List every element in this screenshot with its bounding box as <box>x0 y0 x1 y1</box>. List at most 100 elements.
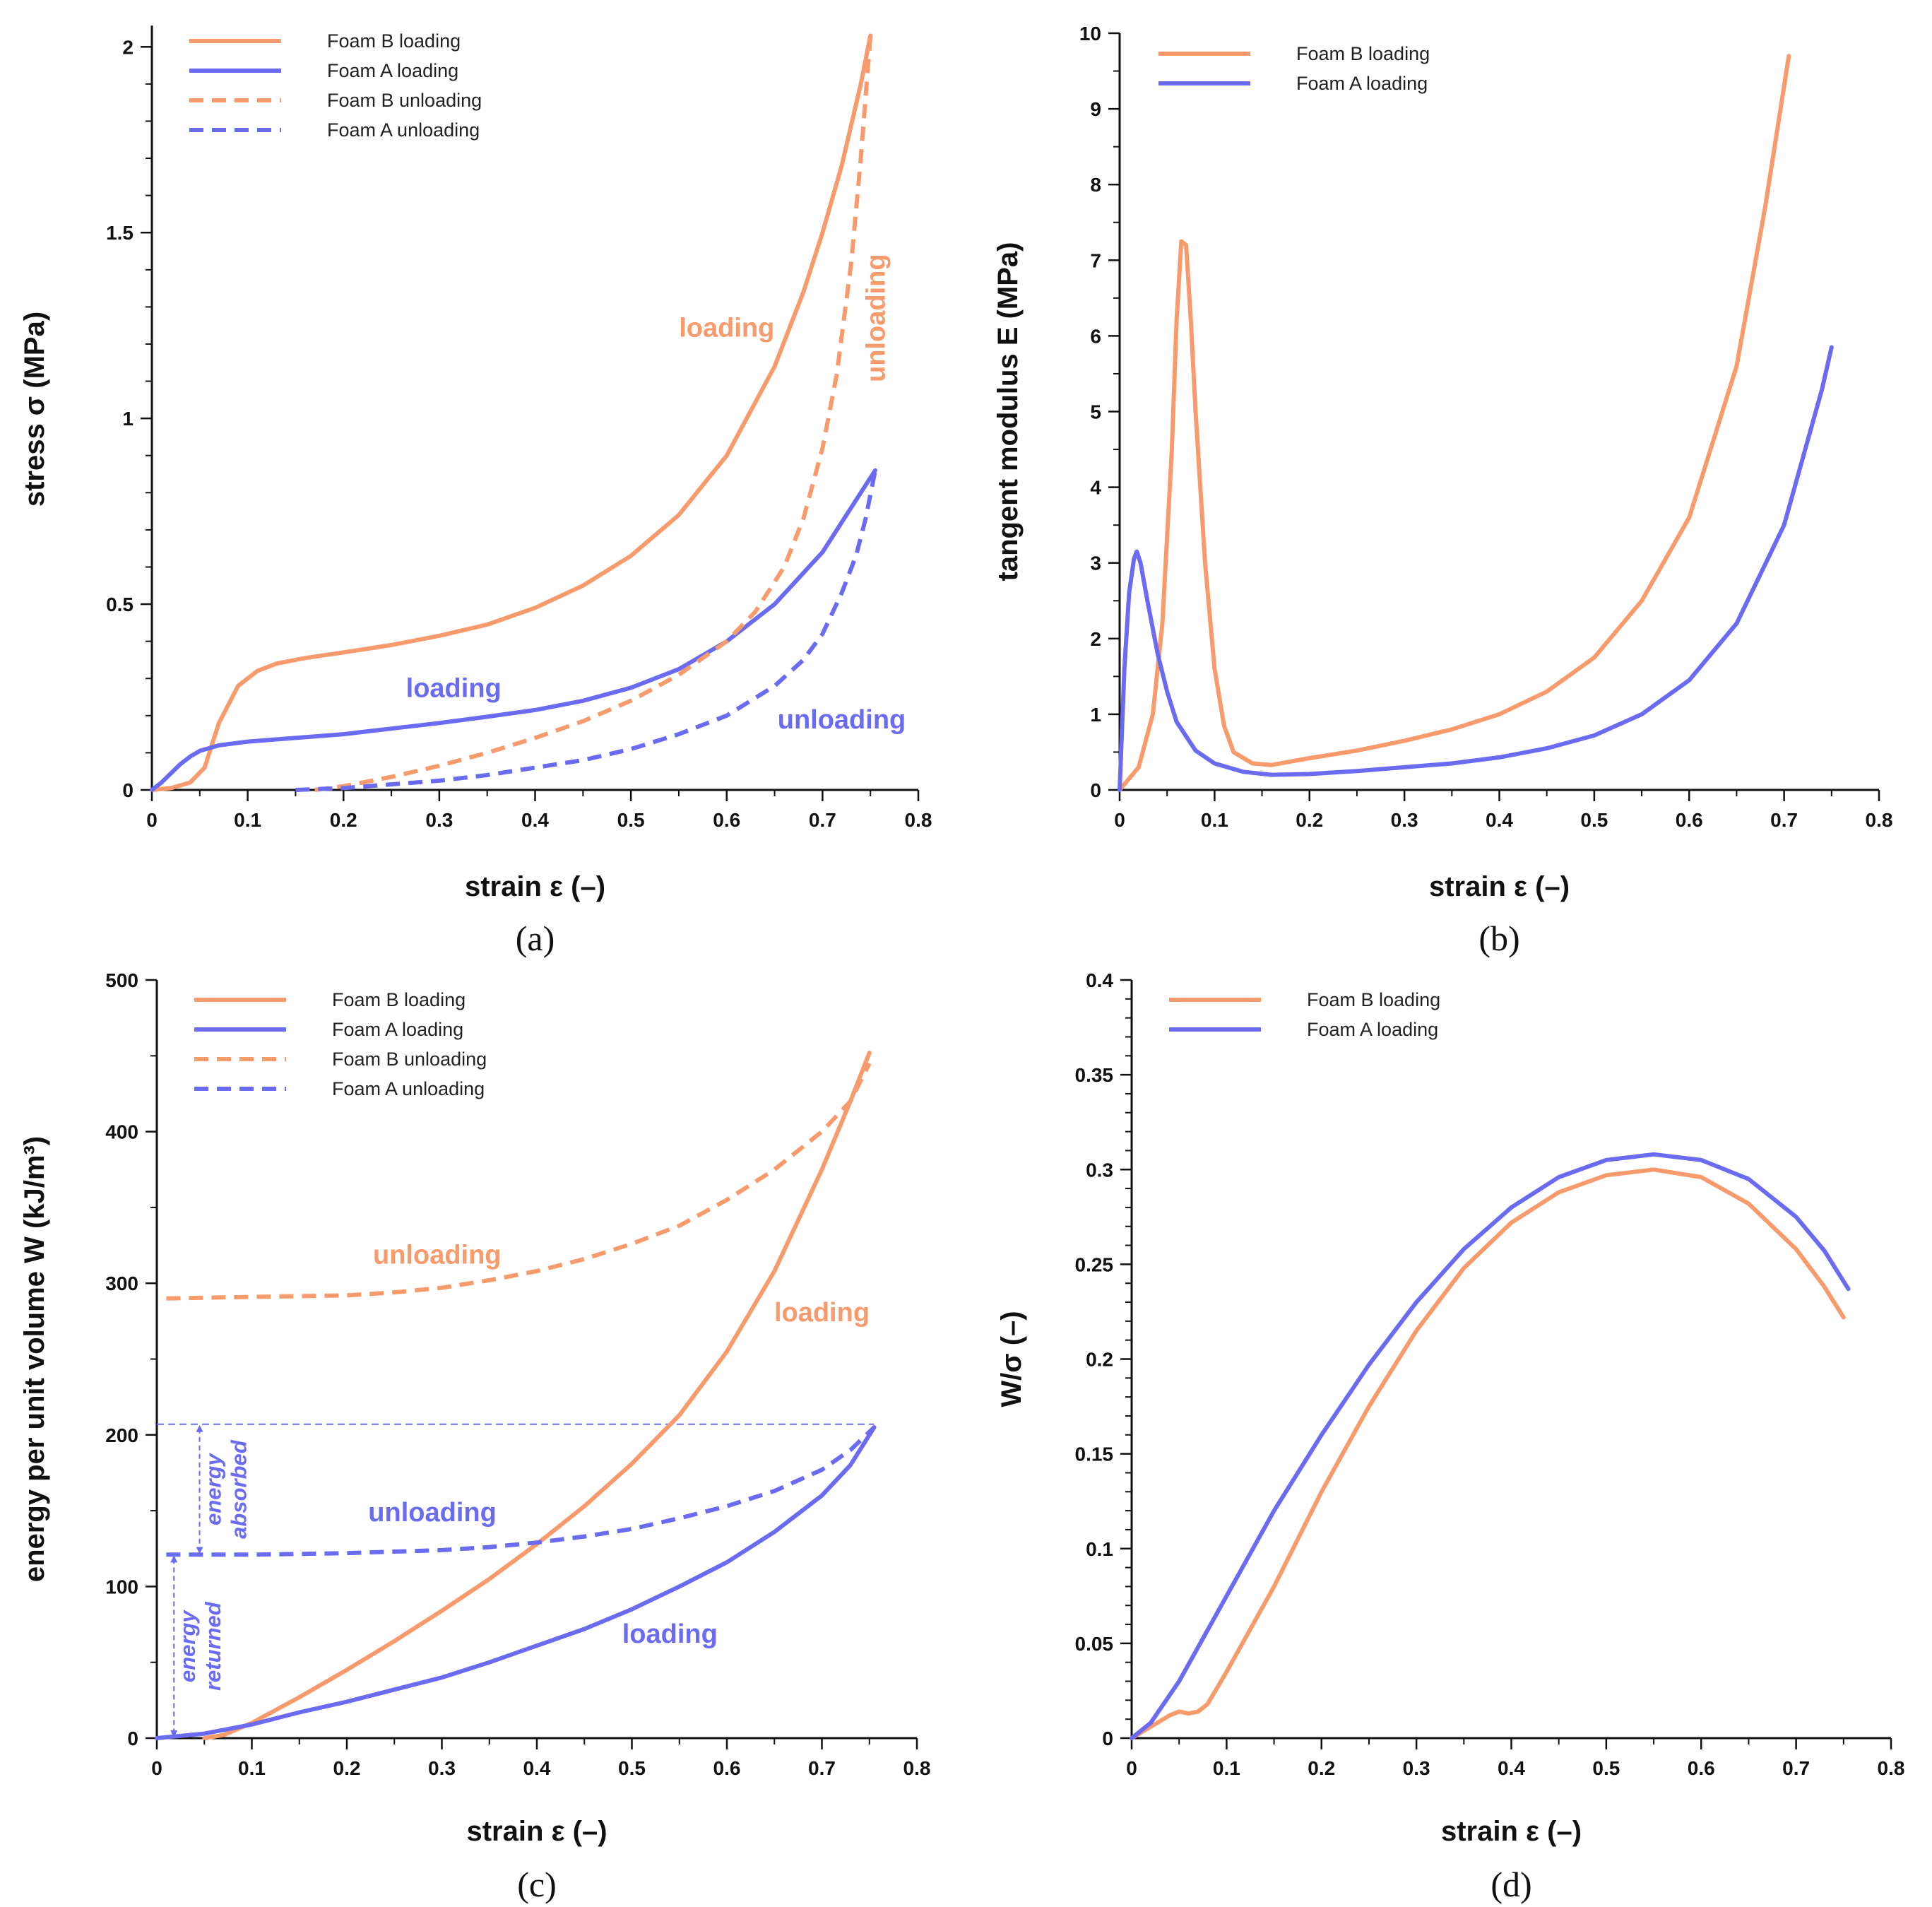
legend-label: Foam A loading <box>327 60 458 81</box>
y-tick-label: 2 <box>1090 628 1101 650</box>
x-tick-label: 0.6 <box>1676 809 1703 831</box>
x-tick-label: 0.7 <box>809 809 836 831</box>
series-foam-a-unloading <box>166 1425 876 1557</box>
curve-annotation: unloading <box>778 705 906 735</box>
legend-label: Foam B unloading <box>332 1049 487 1070</box>
curve-annotation: loading <box>406 674 502 704</box>
x-tick-label: 0.7 <box>1782 1757 1810 1779</box>
x-tick-label: 0.2 <box>1296 809 1323 831</box>
series-foam-b-loading <box>1118 54 1791 792</box>
legend-label: Foam A loading <box>1296 73 1428 94</box>
y-tick-label: 100 <box>105 1576 138 1598</box>
y-tick-label: 9 <box>1090 98 1101 120</box>
energy-absorbed-label: energyabsorbed <box>201 1439 251 1539</box>
legend-label: Foam A unloading <box>332 1078 485 1099</box>
curve-annotation: loading <box>622 1619 718 1649</box>
legend-label: Foam A loading <box>1307 1019 1438 1040</box>
y-tick-label: 0.05 <box>1075 1633 1114 1655</box>
x-tick-label: 0.8 <box>1878 1757 1905 1779</box>
x-axis-label: strain ε (–) <box>465 871 605 902</box>
curve-annotation: loading <box>774 1298 870 1328</box>
panel-d-efficiency: 0 0.1 0.2 0.3 0.4 0.5 0.6 0.7 0.8 0 0.05 0.1 0.15 0.2… <box>996 969 1904 1904</box>
x-tick-label: 0.2 <box>330 809 357 831</box>
x-tick-label: 0.5 <box>618 1757 646 1779</box>
x-tick-label: 0.8 <box>1866 809 1893 831</box>
y-axis-label: W/σ (–) <box>996 1311 1027 1407</box>
x-tick-label: 0.1 <box>1213 1757 1240 1779</box>
y-tick-label: 0.1 <box>1086 1538 1113 1560</box>
series-foam-b-loading <box>1130 1167 1846 1740</box>
x-tick-label: 0.2 <box>1308 1757 1335 1779</box>
y-tick-label: 0 <box>127 1728 138 1749</box>
x-tick-label: 0.6 <box>713 809 740 831</box>
panel-b-tangent-modulus: 0 0.1 0.2 0.3 0.4 0.5 0.6 0.7 0.8 0 1 2 3 4 5 6 7 8 9 10 str… <box>992 23 1892 958</box>
x-tick-label: 0.3 <box>428 1757 456 1779</box>
x-tick-label: 0.5 <box>1580 809 1608 831</box>
x-tick-label: 0.3 <box>1403 1757 1430 1779</box>
panel-caption: (d) <box>1491 1865 1531 1904</box>
panel-caption: (c) <box>517 1865 557 1904</box>
panel-caption: (a) <box>516 919 555 958</box>
x-tick-label: 0 <box>146 809 158 831</box>
x-tick-label: 0.8 <box>905 809 932 831</box>
y-tick-label: 10 <box>1079 23 1101 45</box>
series-foam-b-loading <box>202 1051 872 1740</box>
y-tick-label: 0 <box>122 779 134 801</box>
x-tick-label: 0.1 <box>238 1757 266 1779</box>
series-foam-b-unloading <box>314 35 873 792</box>
curve-annotation: unloading <box>368 1498 497 1528</box>
x-tick-label: 0.4 <box>521 809 549 831</box>
x-tick-label: 0 <box>1114 809 1125 831</box>
x-axis-label: strain ε (–) <box>1441 1816 1582 1847</box>
y-tick-label: 7 <box>1090 249 1101 271</box>
panel-c-energy: 0 0.1 0.2 0.3 0.4 0.5 0.6 0.7 0.8 0 100 200 300 400 50… <box>19 969 930 1904</box>
x-tick-label: 0.6 <box>713 1757 741 1779</box>
legend-label: Foam B loading <box>1307 989 1440 1010</box>
x-tick-label: 0.1 <box>234 809 261 831</box>
legend-label: Foam A loading <box>332 1019 463 1040</box>
x-tick-label: 0.4 <box>1498 1757 1525 1779</box>
y-tick-label: 0.2 <box>1086 1349 1113 1371</box>
y-tick-label: 0.35 <box>1075 1064 1114 1086</box>
x-tick-label: 0.4 <box>1486 809 1513 831</box>
x-tick-label: 0.7 <box>1770 809 1798 831</box>
x-tick-label: 0.6 <box>1688 1757 1715 1779</box>
legend-label: Foam B loading <box>327 30 461 52</box>
x-tick-label: 0.3 <box>425 809 453 831</box>
x-axis-label: strain ε (–) <box>466 1816 607 1847</box>
x-tick-label: 0.2 <box>333 1757 361 1779</box>
x-tick-label: 0.7 <box>808 1757 836 1779</box>
energy-returned-label-line: returned <box>201 1601 225 1691</box>
legend-label: Foam B loading <box>332 989 466 1010</box>
y-tick-label: 4 <box>1090 477 1101 499</box>
series-foam-b-loading <box>150 33 873 792</box>
y-tick-label: 1 <box>1090 704 1101 726</box>
legend-label: Foam B loading <box>1296 43 1430 64</box>
y-tick-label: 0 <box>1102 1728 1113 1749</box>
energy-absorbed-label-line: energy <box>201 1452 226 1525</box>
legend-label: Foam A unloading <box>327 119 480 141</box>
curve-annotation: loading <box>679 313 774 343</box>
x-tick-label: 0.8 <box>903 1757 931 1779</box>
legend-label: Foam B unloading <box>327 90 482 111</box>
panel-caption: (b) <box>1478 919 1519 958</box>
x-tick-label: 0 <box>1126 1757 1137 1779</box>
energy-absorbed-label-line: absorbed <box>227 1439 251 1539</box>
y-tick-label: 6 <box>1090 325 1101 347</box>
y-tick-label: 1.5 <box>106 222 134 244</box>
x-tick-label: 0 <box>151 1757 162 1779</box>
y-tick-label: 0 <box>1090 779 1101 801</box>
x-tick-label: 0.3 <box>1391 809 1418 831</box>
y-tick-label: 5 <box>1090 401 1101 423</box>
series-foam-a-loading <box>150 468 877 792</box>
y-tick-label: 0.3 <box>1086 1159 1113 1181</box>
series-foam-a-loading <box>155 1425 877 1740</box>
y-tick-label: 8 <box>1090 174 1101 196</box>
y-axis-label: energy per unit volume W (kJ/m³) <box>19 1136 50 1582</box>
y-tick-label: 0.15 <box>1075 1443 1114 1465</box>
curve-annotation: unloading <box>373 1240 502 1270</box>
x-tick-label: 0.5 <box>1592 1757 1620 1779</box>
x-tick-label: 0.4 <box>523 1757 551 1779</box>
y-tick-label: 0.25 <box>1075 1253 1114 1275</box>
